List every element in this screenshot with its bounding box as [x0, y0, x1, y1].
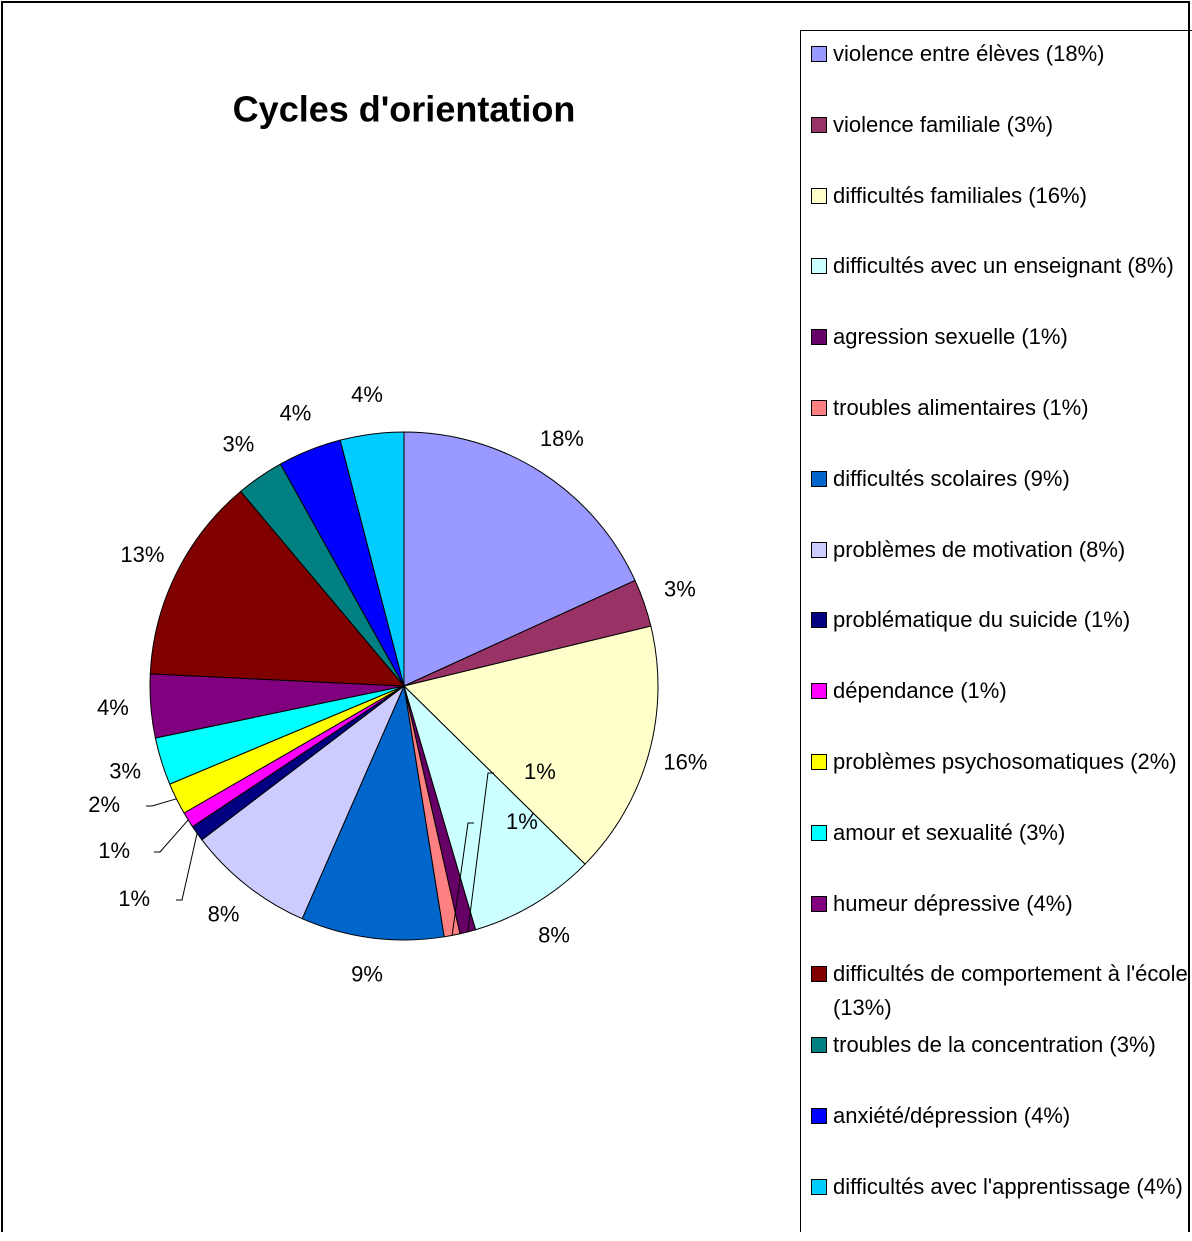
legend-swatch: [811, 612, 827, 629]
pie-slice: [301, 684, 445, 941]
data-label: 2%: [88, 792, 120, 817]
data-label: 16%: [663, 750, 707, 775]
legend-label: anxiété/dépression (4%): [833, 1102, 1071, 1128]
data-label: 1%: [506, 809, 538, 834]
data-label: 4%: [280, 401, 312, 426]
data-label: 1%: [118, 886, 150, 911]
legend-swatch: [811, 1037, 827, 1054]
legend-item: anxiété/dépression (4%): [811, 1099, 1192, 1170]
legend-label: troubles de la concentration (3%): [833, 1032, 1156, 1058]
data-label: 18%: [540, 426, 584, 451]
legend-item: difficultés familiales (16%): [811, 179, 1192, 250]
legend-item: violence entre élèves (18%): [811, 37, 1192, 108]
legend-swatch: [811, 541, 827, 558]
legend: violence entre élèves (18%) violence fami…: [800, 30, 1192, 1232]
chart-title: Cycles d'orientation: [233, 89, 576, 130]
leader-line: [176, 833, 198, 901]
legend-item: problèmes de motivation (8%): [811, 533, 1192, 604]
legend-label: agression sexuelle (1%): [833, 324, 1068, 350]
data-label: 3%: [664, 576, 696, 601]
legend-label: difficultés avec un enseignant (8%): [833, 253, 1174, 279]
data-label: 9%: [351, 961, 383, 986]
legend-swatch: [811, 1107, 827, 1124]
legend-label: difficultés scolaires (9%): [833, 465, 1070, 491]
pie-slice: [149, 490, 406, 687]
legend-swatch: [811, 399, 827, 416]
data-label: 8%: [208, 901, 240, 926]
leader-line: [146, 798, 177, 807]
legend-swatch: [811, 258, 827, 275]
pie-slice: [403, 431, 636, 687]
leader-line: [154, 819, 189, 853]
legend-item: difficultés avec un enseignant (8%): [811, 249, 1192, 320]
legend-label: problèmes psychosomatiques (2%): [833, 748, 1177, 774]
legend-item: troubles de la concentration (3%): [811, 1028, 1192, 1099]
legend-swatch: [811, 966, 827, 983]
legend-item: difficultés de comportement à l'école (1…: [811, 957, 1192, 1028]
pie-slice: [201, 684, 406, 920]
legend-swatch: [811, 116, 827, 133]
data-label: 4%: [97, 695, 129, 720]
legend-label: problèmes de motivation (8%): [833, 536, 1126, 562]
legend-swatch: [811, 683, 827, 700]
legend-label: dépendance (1%): [833, 678, 1007, 704]
legend-swatch: [811, 329, 827, 346]
data-label: 3%: [109, 759, 141, 784]
leader-line: [451, 822, 474, 936]
data-label: 13%: [120, 542, 164, 567]
legend-item: troubles alimentaires (1%): [811, 391, 1192, 462]
pie-slice: [402, 684, 586, 931]
legend-swatch: [811, 46, 827, 62]
legend-label: humeur dépressive (4%): [833, 890, 1073, 916]
legend-label: violence entre élèves (18%): [833, 41, 1105, 66]
legend-item: problèmes psychosomatiques (2%): [811, 745, 1192, 816]
legend-item: amour et sexualité (3%): [811, 816, 1192, 887]
pie-slice: [403, 625, 659, 865]
data-label: 4%: [351, 382, 383, 407]
data-label: 1%: [524, 759, 556, 784]
data-label: 8%: [538, 922, 570, 947]
legend-swatch: [811, 753, 827, 770]
legend-item: dépendance (1%): [811, 674, 1192, 745]
legend-swatch: [811, 895, 827, 912]
leader-line: [467, 772, 494, 932]
legend-swatch: [811, 187, 827, 204]
legend-label: difficultés familiales (16%): [833, 182, 1087, 208]
legend-item: problématique du suicide (1%): [811, 603, 1192, 674]
legend-swatch: [811, 824, 827, 841]
legend-label: amour et sexualité (3%): [833, 819, 1066, 845]
legend-swatch: [811, 1178, 827, 1195]
legend-label: problématique du suicide (1%): [833, 607, 1131, 633]
legend-label: violence familiale (3%): [833, 111, 1054, 137]
legend-item: agression sexuelle (1%): [811, 320, 1192, 391]
legend-item: violence familiale (3%): [811, 108, 1192, 179]
data-label: 3%: [223, 431, 255, 456]
legend-label: difficultés avec l'apprentissage (4%): [833, 1173, 1183, 1199]
legend-swatch: [811, 470, 827, 487]
legend-label: difficultés de comportement à l'école (1…: [833, 961, 1188, 1021]
pie-slice: [339, 431, 405, 687]
legend-label: troubles alimentaires (1%): [833, 394, 1089, 420]
data-label: 1%: [98, 838, 130, 863]
legend-item: difficultés scolaires (9%): [811, 462, 1192, 533]
legend-item: humeur dépressive (4%): [811, 887, 1192, 958]
legend-item: difficultés avec l'apprentissage (4%): [811, 1170, 1192, 1241]
